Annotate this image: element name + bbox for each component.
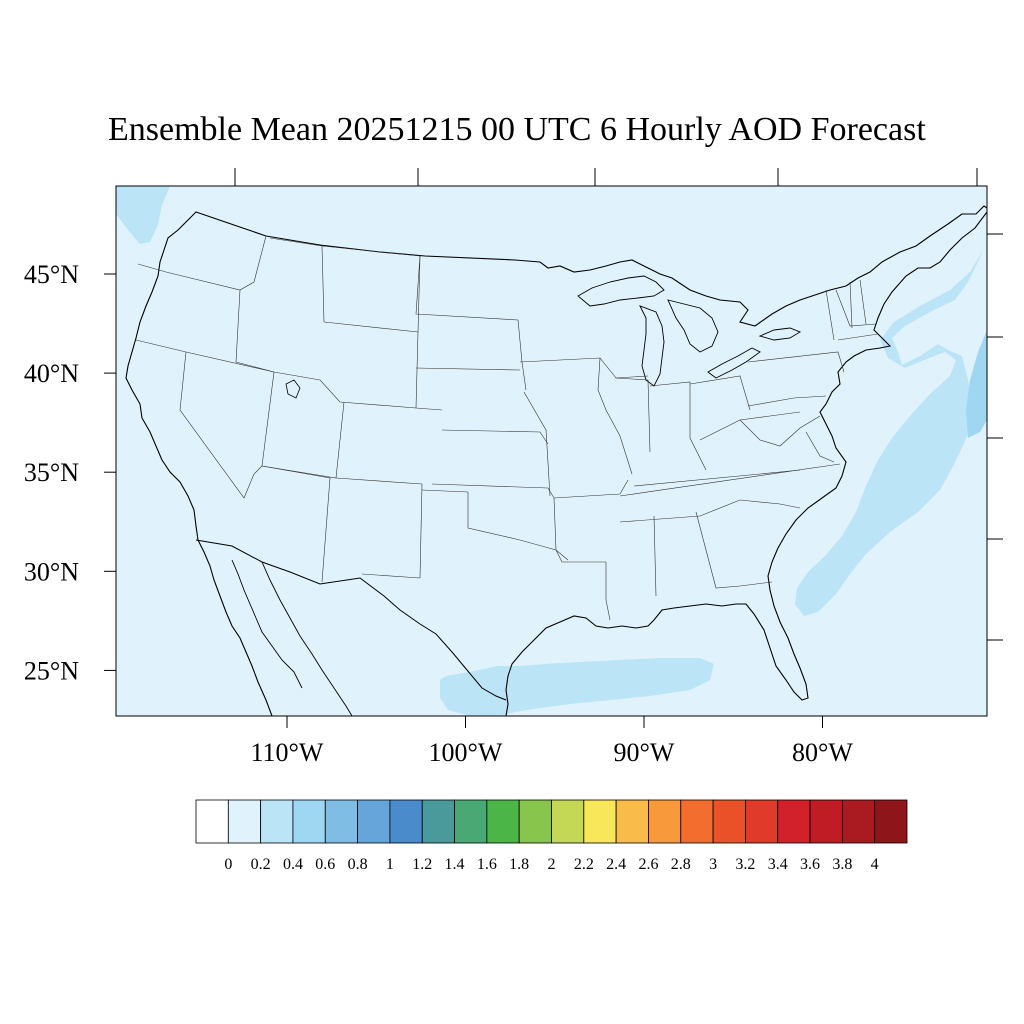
colorbar-level-label: 3 [709,856,717,873]
colorbar-swatch [841,799,876,844]
colorbar-swatch [615,799,649,844]
colorbar-level-label: 2.2 [574,856,594,873]
lake-huron [667,299,719,353]
great-salt-lake [285,379,301,399]
colorbar-level-label: 2.8 [671,856,691,873]
map-frame [115,185,988,717]
colorbar-swatch [486,799,520,844]
colorbar-swatch [680,799,714,844]
colorbar-level-label: 1.8 [509,856,529,873]
west-coastline [125,215,273,716]
aod-region-pacific-edge [116,186,170,244]
map-background [116,186,987,716]
lake-superior [577,275,665,307]
colorbar-level-label: 4 [871,856,879,873]
colorbar-level-label: 0.4 [283,856,303,873]
right-tick-marks [987,233,1003,641]
colorbar-swatch [292,799,326,844]
baja-peninsula [231,559,303,689]
lake-ontario [758,327,802,341]
colorbar-level-label: 1.6 [477,856,497,873]
lon-tick-label: 80°W [792,738,853,767]
colorbar-level-label: 0.8 [348,856,368,873]
colorbar-level-label: 2 [548,856,556,873]
colorbar-level-label: 1.4 [445,856,465,873]
lon-tick-label: 110°W [251,738,324,767]
us-outline [191,205,987,327]
lon-tick-label: 90°W [614,738,675,767]
lat-tick-label: 25°N [24,656,79,685]
lake-michigan [639,305,665,387]
colorbar-swatch [551,799,585,844]
top-tick-marks [234,168,978,186]
state-borders [135,235,879,621]
colorbar [195,799,908,844]
colorbar-swatch [195,799,229,844]
colorbar-level-label: 0 [224,856,232,873]
latitude-axis: 45°N 40°N 35°N 30°N 25°N [24,260,116,685]
colorbar-swatch [809,799,843,844]
colorbar-swatch [260,799,294,844]
mexico-border [195,539,507,701]
mexico-west-coast [261,561,353,716]
colorbar-level-label: 2.6 [638,856,658,873]
colorbar-swatch [421,799,455,844]
colorbar-level-label: 0.6 [315,856,335,873]
colorbar-swatch [712,799,746,844]
colorbar-level-label: 1 [386,856,394,873]
lat-tick-label: 30°N [24,557,79,586]
colorbar-labels: 0 0.2 0.4 0.6 0.8 1 1.2 1.4 1.6 1.8 2 2.2 2.4 2.6 2.8 3… [224,856,878,873]
aod-region-atlantic-core [966,330,987,438]
colorbar-level-label: 3.4 [768,856,788,873]
longitude-axis: 110°W 100°W 90°W 80°W [251,716,853,767]
colorbar-swatch [389,799,423,844]
map-boundaries [125,205,987,716]
aod-region-gulf-plume [440,658,714,716]
colorbar-swatch [777,799,811,844]
colorbar-swatch [357,799,391,844]
colorbar-level-label: 2.4 [606,856,626,873]
colorbar-swatch [648,799,682,844]
lat-tick-label: 35°N [24,458,79,487]
colorbar-swatch [324,799,358,844]
lat-tick-label: 45°N [24,260,79,289]
lon-tick-label: 100°W [429,738,503,767]
colorbar-swatch [518,799,552,844]
colorbar-swatch [745,799,779,844]
east-coastline [505,211,987,716]
lake-erie [707,347,761,379]
colorbar-level-label: 3.6 [800,856,820,873]
aod-region-atlantic-plume [795,240,987,616]
lat-tick-label: 40°N [24,359,79,388]
colorbar-swatch [227,799,262,844]
map-title: Ensemble Mean 20251215 00 UTC 6 Hourly A… [108,111,926,148]
colorbar-swatch [583,799,617,844]
colorbar-swatch [874,799,908,844]
aod-shading-layer [116,186,987,716]
colorbar-level-label: 3.8 [832,856,852,873]
colorbar-swatch [454,799,488,844]
colorbar-level-label: 0.2 [251,856,271,873]
colorbar-level-label: 3.2 [735,856,755,873]
colorbar-level-label: 1.2 [412,856,432,873]
